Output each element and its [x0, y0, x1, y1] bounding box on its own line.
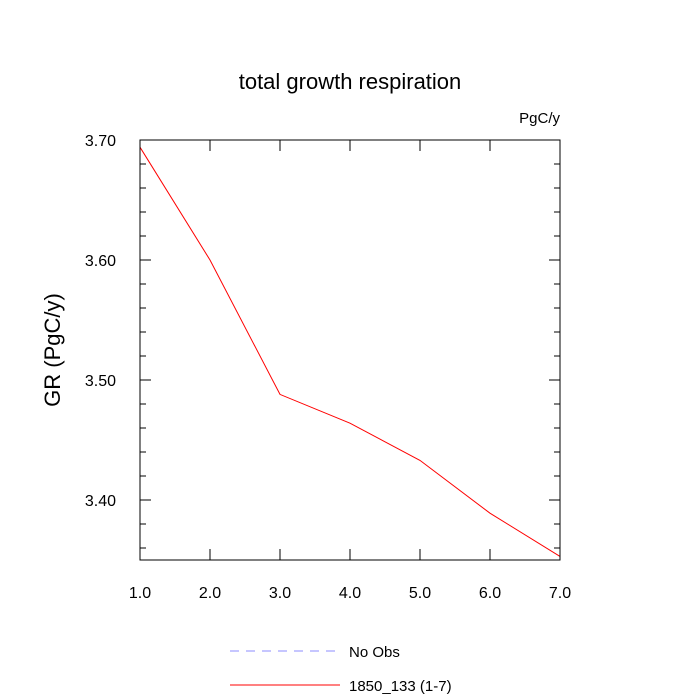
y-tick-label: 3.40 — [85, 493, 116, 510]
y-tick-label: 3.50 — [85, 373, 116, 390]
y-axis-label: GR (PgC/y) — [40, 293, 65, 407]
legend-label-no-obs: No Obs — [349, 644, 400, 661]
series-lines — [139, 146, 561, 557]
x-tick-label: 1.0 — [129, 585, 151, 602]
x-tick-label: 2.0 — [199, 585, 221, 602]
y-tick-label: 3.60 — [85, 253, 116, 270]
legend-label-1850-133: 1850_133 (1-7) — [349, 678, 452, 695]
x-tick-labels: 1.0 2.0 3.0 4.0 5.0 6.0 7.0 — [129, 585, 571, 602]
legend: No Obs 1850_133 (1-7) — [230, 644, 452, 695]
y-tick-labels: 3.40 3.50 3.60 3.70 — [85, 133, 116, 510]
x-tick-label: 3.0 — [269, 585, 291, 602]
y-tick-label: 3.70 — [85, 133, 116, 150]
x-tick-label: 4.0 — [339, 585, 361, 602]
x-tick-label: 7.0 — [549, 585, 571, 602]
series-line-1850-133-1-7- — [139, 146, 561, 557]
axis-ticks — [139, 139, 561, 560]
plot-frame — [139, 139, 561, 561]
units-label: PgC/y — [519, 110, 560, 127]
chart-title: total growth respiration — [239, 69, 462, 94]
x-tick-label: 5.0 — [409, 585, 431, 602]
x-tick-label: 6.0 — [479, 585, 501, 602]
